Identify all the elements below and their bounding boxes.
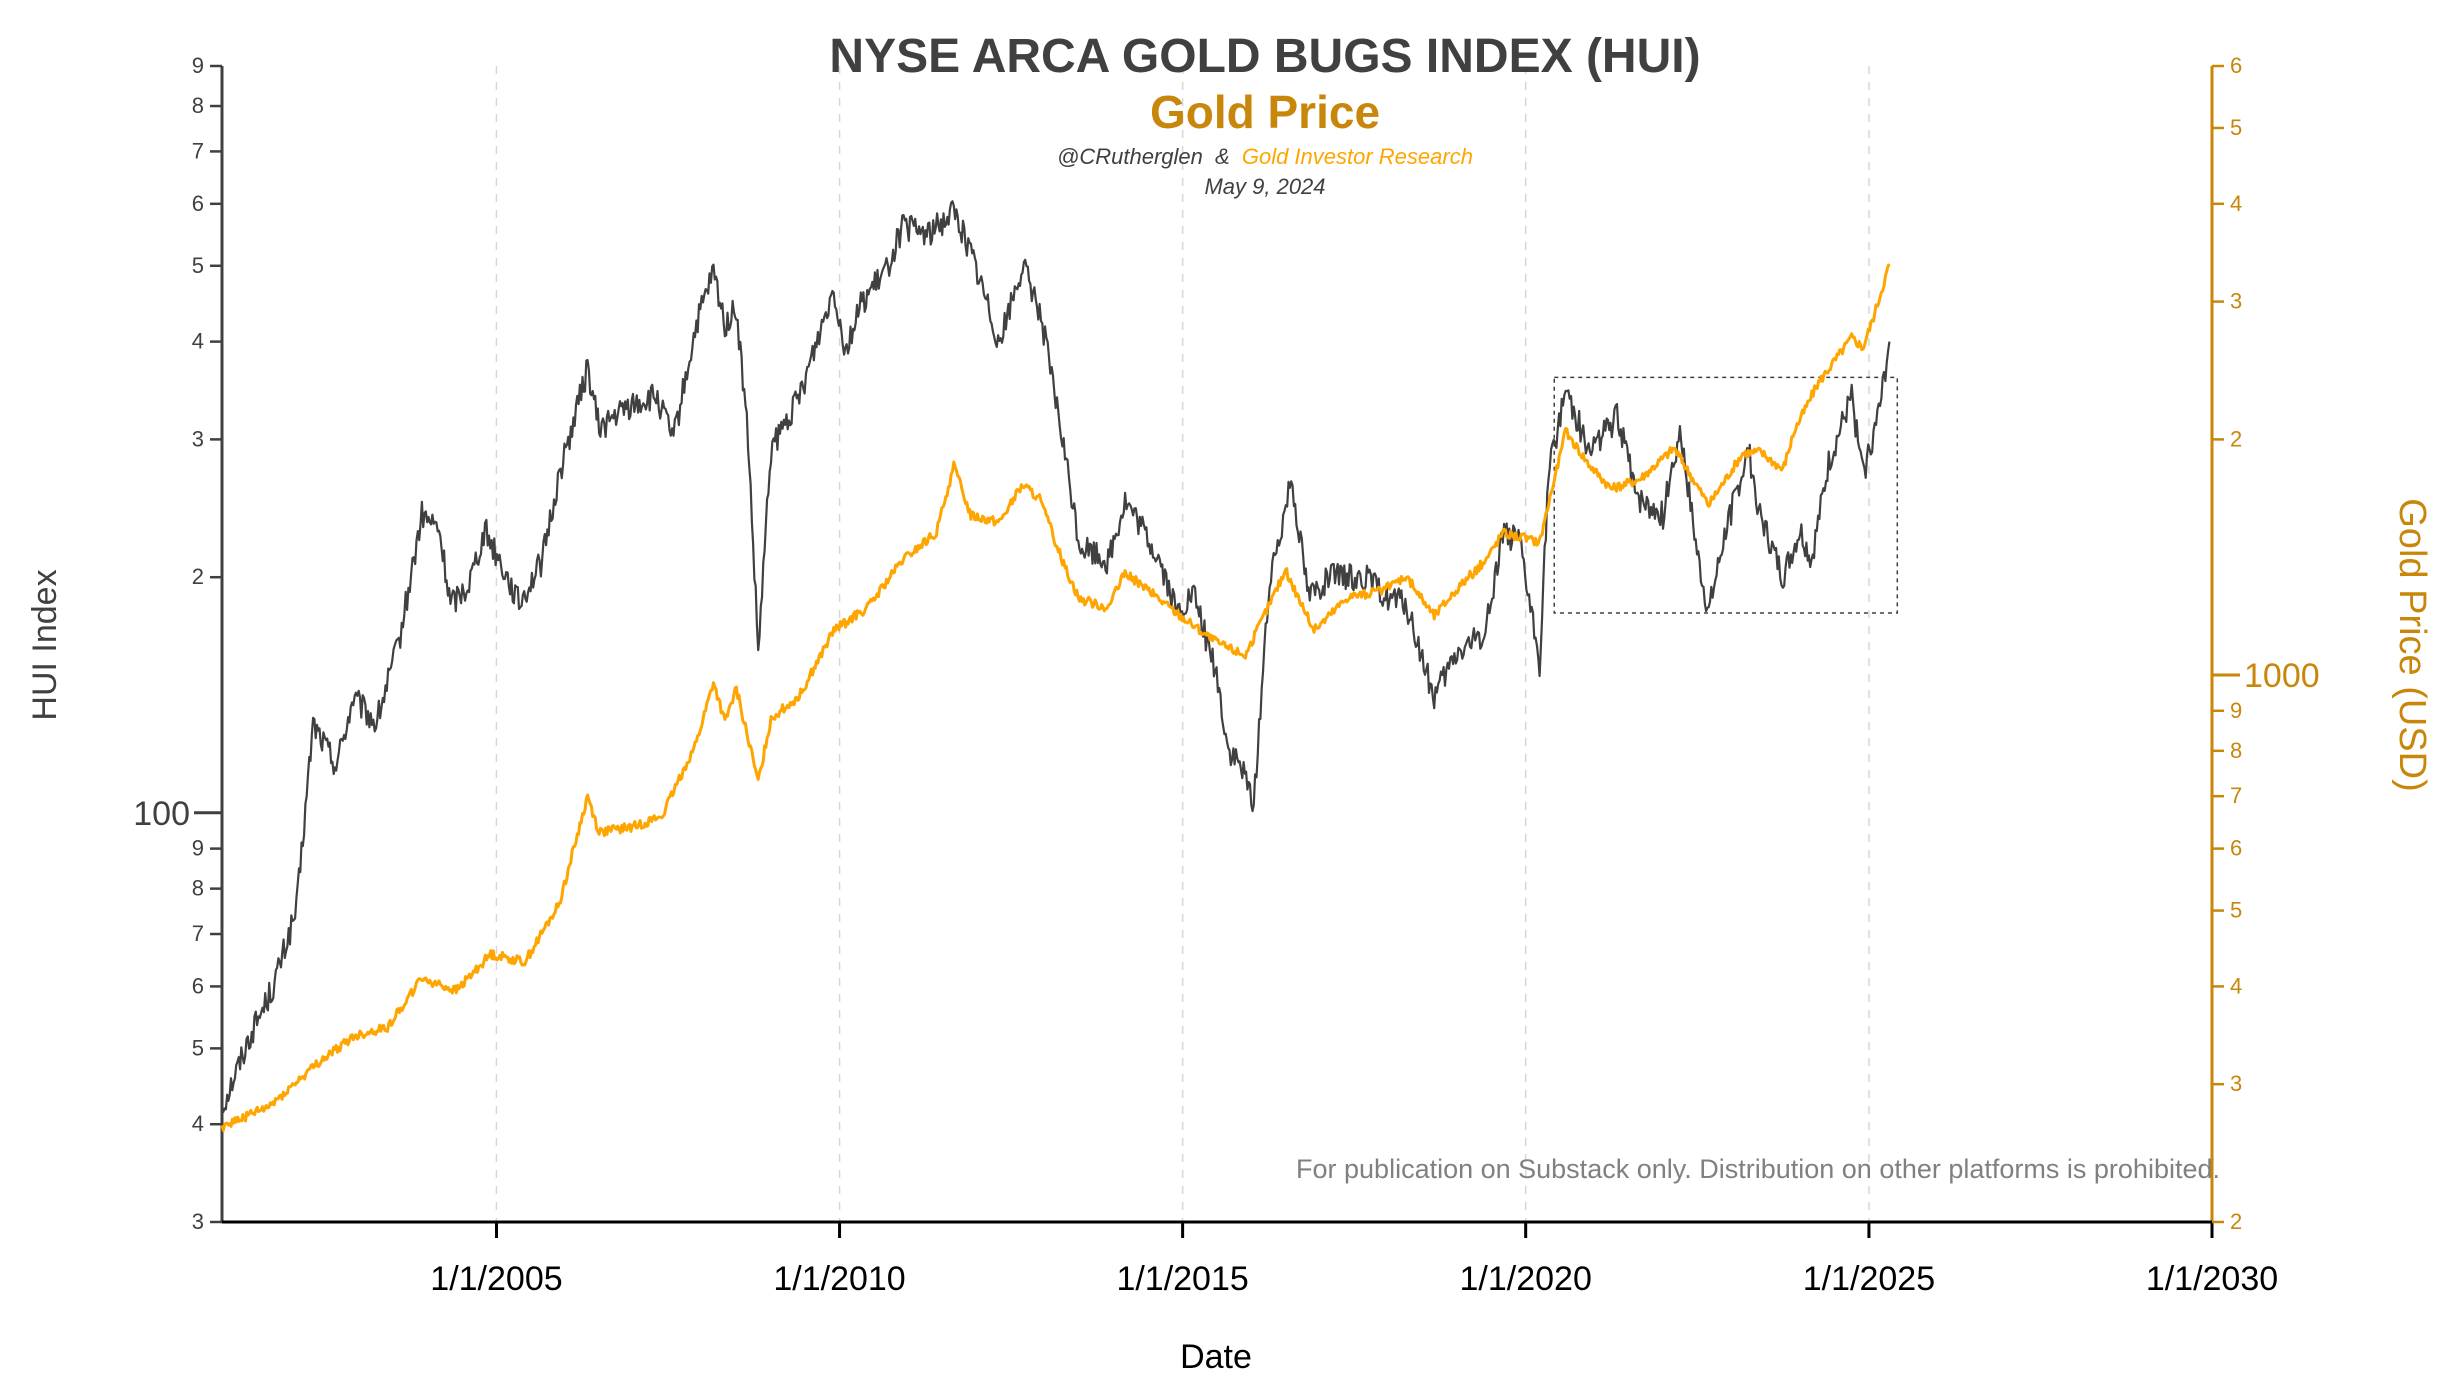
watermark: For publication on Substack only. Distri… — [1296, 1154, 2220, 1184]
y-left-tick-label: 5 — [192, 253, 204, 278]
chart-credit: @CRutherglen & Gold Investor Research — [1057, 144, 1473, 169]
y-left-tick-label: 7 — [192, 921, 204, 946]
x-tick-label: 1/1/2020 — [1460, 1260, 1592, 1298]
x-tick-label: 1/1/2015 — [1116, 1260, 1248, 1298]
chart-date: May 9, 2024 — [1204, 174, 1325, 199]
y-left-tick-label: 2 — [192, 564, 204, 589]
y-axis-label-right: Gold Price (USD) — [2391, 498, 2433, 792]
y-right-tick-label: 3 — [2230, 1071, 2242, 1096]
x-grid-lines — [495, 66, 2213, 1222]
y-left-tick-label: 3 — [192, 1209, 204, 1234]
y-axis-label-left: HUI Index — [26, 569, 64, 720]
annotations — [1553, 376, 1899, 614]
y-left-tick-label: 9 — [192, 53, 204, 78]
credit-amp: & — [1215, 144, 1230, 169]
y-right-tick-label: 5 — [2230, 115, 2242, 140]
y-left-tick-label: 6 — [192, 973, 204, 998]
credit-author: @CRutherglen — [1057, 144, 1203, 169]
y-right-tick-label: 6 — [2230, 836, 2242, 861]
y-left-tick-label: 4 — [192, 329, 204, 354]
y-right-tick-label: 5 — [2230, 898, 2242, 923]
series-line-hui — [221, 200, 1891, 1114]
y-left-major-label: 100 — [133, 795, 190, 833]
credit-org: Gold Investor Research — [1242, 144, 1473, 169]
x-tick-label: 1/1/2010 — [773, 1260, 905, 1298]
y-right-tick-label: 4 — [2230, 191, 2242, 216]
chart-title: NYSE ARCA GOLD BUGS INDEX (HUI) — [829, 30, 1700, 83]
highlight-box — [1553, 376, 1899, 614]
y-right-tick-label: 8 — [2230, 738, 2242, 763]
y-left-tick-label: 8 — [192, 93, 204, 118]
y-right-tick-label: 6 — [2230, 53, 2242, 78]
y-left-tick-label: 8 — [192, 876, 204, 901]
x-tick-label: 1/1/2005 — [430, 1260, 562, 1298]
y-left-tick-label: 6 — [192, 191, 204, 216]
y-left-tick-label: 5 — [192, 1035, 204, 1060]
y-right-tick-label: 9 — [2230, 698, 2242, 723]
y-left-tick-label: 4 — [192, 1111, 204, 1136]
y-right-tick-label: 3 — [2230, 289, 2242, 314]
x-axis-label: Date — [1180, 1338, 1252, 1376]
x-tick-label: 1/1/2030 — [2146, 1260, 2278, 1298]
y-right-tick-label: 7 — [2230, 783, 2242, 808]
x-tick-label: 1/1/2025 — [1803, 1260, 1935, 1298]
y-left-tick-label: 7 — [192, 138, 204, 163]
y-right-tick-label: 4 — [2230, 973, 2242, 998]
y-right-tick-label: 2 — [2230, 1209, 2242, 1234]
axes: 1/1/2005 1/1/2010 1/1/2015 1/1/2020 1/1/2025… — [133, 53, 2319, 1298]
y-right-tick-label: 2 — [2230, 426, 2242, 451]
y-left-tick-label: 3 — [192, 426, 204, 451]
series-group — [220, 200, 1891, 1132]
y-left-tick-label: 9 — [192, 836, 204, 861]
series-line-gold — [220, 263, 1891, 1132]
chart-subtitle: Gold Price — [1150, 86, 1380, 138]
y-right-major-label: 1000 — [2244, 657, 2320, 695]
